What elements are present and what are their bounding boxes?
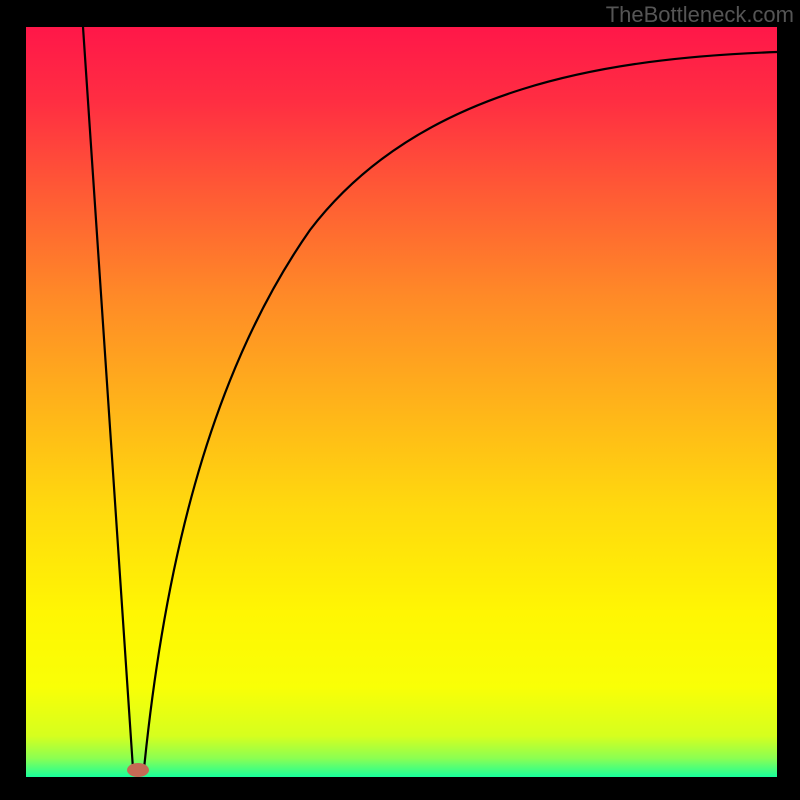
chart-background — [26, 27, 777, 777]
chart-svg — [0, 0, 800, 800]
bottleneck-chart: TheBottleneck.com — [0, 0, 800, 800]
watermark-text: TheBottleneck.com — [606, 2, 794, 28]
minimum-marker — [127, 763, 149, 777]
